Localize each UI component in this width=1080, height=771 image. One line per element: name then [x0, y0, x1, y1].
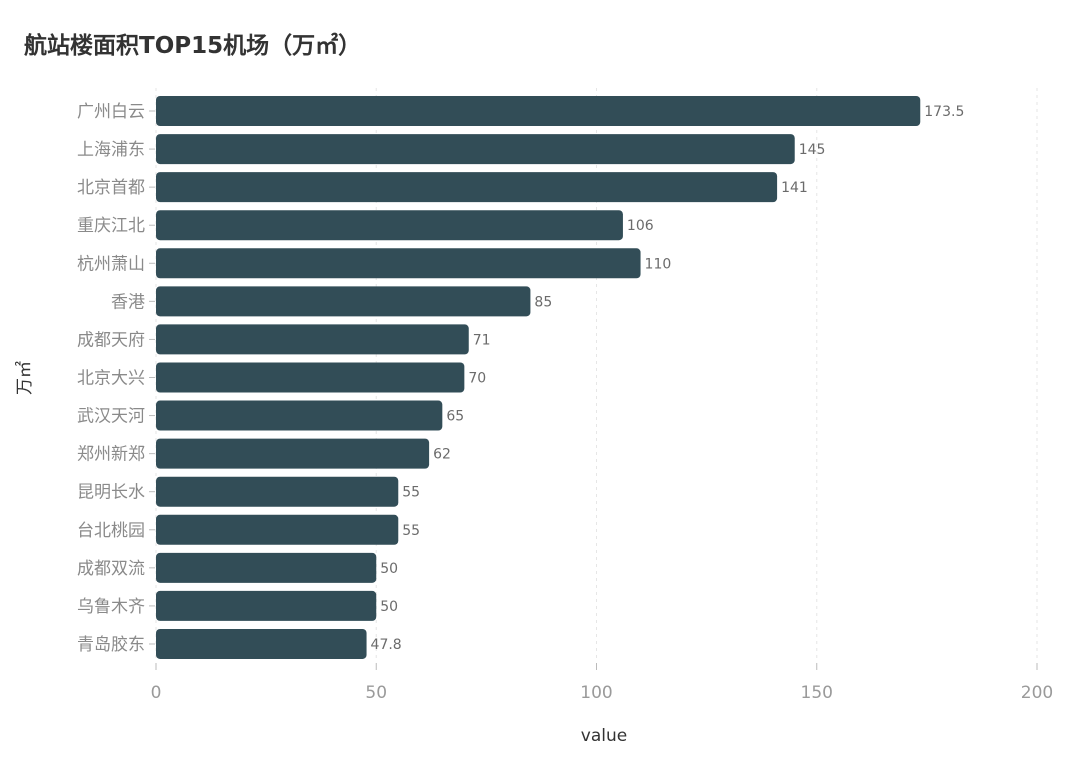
- category-label: 武汉天河: [77, 407, 145, 427]
- bar: [156, 248, 641, 279]
- bars: [156, 96, 921, 659]
- bar: [156, 400, 443, 431]
- value-label: 50: [380, 599, 398, 615]
- category-label: 昆明长水: [77, 483, 145, 503]
- value-label: 50: [380, 561, 398, 577]
- value-label: 55: [402, 485, 420, 501]
- bar: [156, 324, 469, 355]
- bar: [156, 286, 531, 317]
- x-tick-label: 50: [365, 683, 387, 703]
- x-tick-label: 150: [801, 683, 833, 703]
- value-label: 71: [473, 332, 491, 348]
- value-label: 173.5: [924, 104, 964, 120]
- value-label: 145: [799, 142, 826, 158]
- x-tick-label: 0: [151, 683, 162, 703]
- value-label: 141: [781, 180, 808, 196]
- value-label: 65: [446, 409, 464, 425]
- category-label: 香港: [111, 292, 145, 312]
- x-axis-title: value: [581, 726, 627, 746]
- category-label: 成都天府: [77, 330, 145, 350]
- bar: [156, 96, 921, 126]
- category-label: 杭州萧山: [77, 254, 145, 274]
- x-tick-label: 200: [1021, 683, 1053, 703]
- value-label: 110: [645, 256, 672, 272]
- value-label: 70: [468, 370, 486, 386]
- bar: [156, 514, 399, 545]
- category-label: 上海浦东: [77, 140, 145, 160]
- bar: [156, 438, 430, 469]
- category-label: 台北桃园: [77, 521, 145, 541]
- bar: [156, 210, 623, 241]
- category-label: 北京大兴: [77, 368, 145, 388]
- x-tick-label: 100: [580, 683, 612, 703]
- value-label: 47.8: [371, 637, 402, 653]
- bar: [156, 552, 377, 583]
- category-label: 青岛胶东: [77, 635, 145, 655]
- value-labels: 173.5 145 141 106 110 85 71 70 65 62 55 55 50 50 47.8: [371, 104, 965, 653]
- value-label: 85: [534, 294, 552, 310]
- category-label: 重庆江北: [77, 216, 145, 236]
- chart-title: 航站楼面积TOP15机场（万㎡）: [24, 33, 362, 59]
- y-axis-title: 万㎡: [15, 361, 35, 395]
- category-labels: 广州白云上海浦东北京首都重庆江北杭州萧山香港成都天府北京大兴武汉天河郑州新郑昆明…: [77, 102, 145, 655]
- bar: [156, 134, 795, 165]
- bar: [156, 628, 367, 659]
- value-label: 55: [402, 523, 420, 539]
- category-label: 郑州新郑: [77, 445, 145, 465]
- bar: [156, 590, 377, 621]
- category-label: 广州白云: [77, 102, 145, 122]
- category-label: 成都双流: [77, 559, 145, 579]
- category-label: 北京首都: [77, 178, 145, 198]
- value-label: 62: [433, 447, 451, 463]
- bar: [156, 476, 399, 507]
- x-axis-ticks: 0 50 100 150 200: [149, 110, 1053, 703]
- value-label: 106: [627, 218, 654, 234]
- bar: [156, 362, 465, 393]
- category-label: 乌鲁木齐: [77, 597, 145, 617]
- bar: [156, 172, 778, 203]
